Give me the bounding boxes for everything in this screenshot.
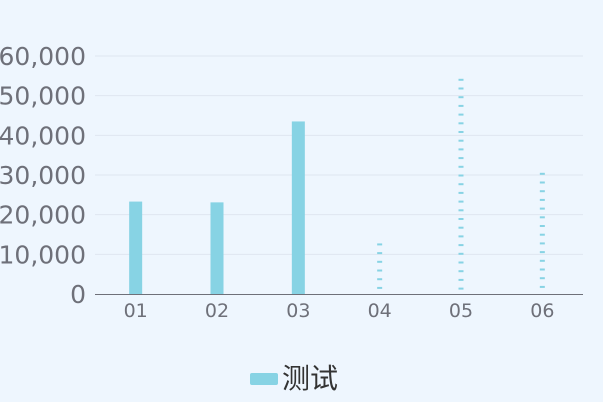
x-tick-label: 06 — [530, 300, 554, 322]
x-tick-label: 05 — [449, 300, 473, 322]
dashed-bar[interactable] — [377, 243, 383, 289]
bar[interactable] — [129, 201, 143, 294]
legend-swatch — [250, 373, 278, 385]
y-axis-ticks: 0 10,000 20,000 30,000 40,000 50,000 60,000 — [0, 42, 86, 309]
y-tick-label: 30,000 — [0, 161, 86, 190]
x-tick-label: 01 — [124, 300, 148, 322]
y-tick-label: 40,000 — [0, 121, 86, 150]
grid-lines — [95, 55, 583, 255]
x-tick-label: 03 — [286, 300, 310, 322]
legend[interactable]: 测试 — [250, 362, 338, 395]
x-tick-label: 02 — [205, 300, 229, 322]
x-tick-label: 04 — [368, 300, 392, 322]
dashed-bar[interactable] — [539, 172, 545, 288]
y-tick-label: 10,000 — [0, 240, 86, 269]
dashed-bar[interactable] — [458, 78, 464, 290]
bar[interactable] — [291, 121, 305, 294]
x-axis-ticks: 01 02 03 04 05 06 — [124, 300, 555, 322]
y-tick-label: 20,000 — [0, 201, 86, 230]
legend-label: 测试 — [282, 362, 338, 395]
y-tick-label: 60,000 — [0, 42, 86, 71]
bar-series — [129, 78, 545, 294]
bar[interactable] — [210, 202, 224, 294]
y-tick-label: 50,000 — [0, 82, 86, 111]
y-tick-label: 0 — [70, 280, 86, 309]
